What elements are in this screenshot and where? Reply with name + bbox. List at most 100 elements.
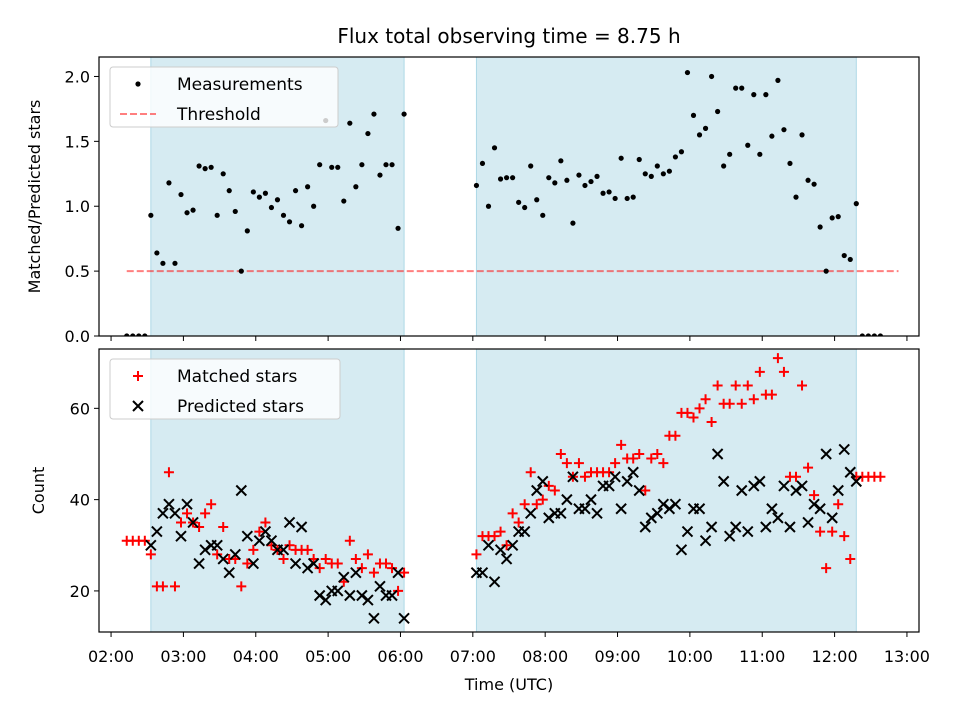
predicted-star-point bbox=[615, 503, 627, 515]
predicted-star-point bbox=[681, 525, 694, 538]
measurement-point bbox=[636, 156, 642, 163]
matched-star-point bbox=[242, 558, 253, 569]
predicted-star-point bbox=[651, 507, 664, 520]
matched-star-point bbox=[206, 499, 217, 510]
measurement-point bbox=[576, 172, 582, 178]
y-tick-label: 1.0 bbox=[65, 197, 90, 216]
measurement-point bbox=[383, 162, 389, 168]
matched-star-point bbox=[821, 563, 832, 574]
matched-star-point bbox=[248, 544, 259, 555]
axes-frame bbox=[98, 348, 920, 633]
matched-star-point bbox=[791, 471, 801, 482]
predicted-star-point bbox=[157, 507, 169, 520]
measurement-point bbox=[618, 155, 624, 161]
measurement-point bbox=[859, 333, 865, 336]
predicted-star-point bbox=[675, 544, 688, 556]
measurement-point bbox=[805, 177, 811, 183]
measurement-point bbox=[715, 108, 721, 115]
predicted-star-point bbox=[772, 512, 784, 524]
predicted-star-point bbox=[699, 535, 712, 547]
predicted-star-point bbox=[693, 503, 706, 515]
matched-star-point bbox=[766, 389, 777, 400]
legend-label: Matched stars bbox=[177, 367, 297, 387]
x-tick-label: 11:00 bbox=[739, 647, 785, 666]
matched-star-point bbox=[730, 380, 741, 391]
measurement-point bbox=[871, 333, 877, 336]
measurement-point bbox=[220, 171, 226, 177]
matched-star-point bbox=[495, 526, 506, 537]
matched-star-point bbox=[176, 517, 186, 528]
measurement-point bbox=[847, 256, 853, 263]
predicted-star-point bbox=[145, 539, 157, 551]
predicted-star-point bbox=[223, 566, 235, 579]
predicted-star-point bbox=[627, 466, 639, 478]
measurement-point bbox=[739, 85, 745, 91]
measurement-point bbox=[298, 223, 305, 229]
observing-window-1 bbox=[475, 348, 857, 633]
matched-star-point bbox=[809, 490, 820, 501]
measurement-point bbox=[160, 260, 166, 266]
measurement-point bbox=[594, 173, 600, 179]
matched-star-point bbox=[218, 522, 229, 533]
y-tick-label: 0.5 bbox=[65, 262, 90, 281]
matched-star-point bbox=[658, 458, 669, 469]
measurement-point bbox=[136, 333, 142, 336]
matched-star-point bbox=[875, 471, 886, 482]
matched-star-point bbox=[736, 398, 747, 409]
legend-marker-matched bbox=[133, 371, 143, 381]
measurement-point bbox=[829, 215, 835, 221]
matched-star-point bbox=[652, 448, 663, 459]
predicted-star-point bbox=[217, 553, 229, 565]
predicted-star-point bbox=[241, 530, 254, 542]
y-tick-label: 2.0 bbox=[65, 67, 90, 86]
measurement-point bbox=[630, 194, 636, 200]
matched-star-point bbox=[537, 494, 548, 505]
predicted-star-point bbox=[301, 562, 314, 574]
predicted-star-point bbox=[265, 535, 278, 547]
measurement-point bbox=[853, 201, 859, 207]
predicted-star-point bbox=[639, 521, 651, 533]
predicted-star-point bbox=[199, 544, 211, 556]
legend-label: Predicted stars bbox=[177, 397, 304, 417]
predicted-star-point bbox=[748, 480, 760, 492]
matched-star-point bbox=[350, 553, 361, 564]
matched-star-point bbox=[507, 508, 518, 519]
x-tick-label: 02:00 bbox=[88, 647, 134, 666]
measurement-point bbox=[522, 204, 528, 211]
measurement-point bbox=[190, 207, 196, 213]
measurement-point bbox=[612, 195, 618, 202]
matched-star-point bbox=[839, 531, 850, 542]
predicted-star-point bbox=[543, 512, 555, 524]
measurement-point bbox=[178, 191, 184, 198]
matched-star-point bbox=[399, 567, 410, 578]
measurement-point bbox=[727, 151, 733, 157]
matched-star-point bbox=[212, 549, 223, 560]
measurement-point bbox=[347, 120, 353, 126]
matched-star-point bbox=[471, 549, 482, 560]
legend-label: Threshold bbox=[176, 105, 261, 125]
measurement-point bbox=[142, 333, 148, 336]
predicted-star-point bbox=[482, 539, 495, 551]
matched-star-point bbox=[754, 366, 765, 377]
matched-star-point bbox=[778, 366, 789, 377]
measurement-point bbox=[769, 133, 775, 139]
measurement-point bbox=[793, 194, 799, 200]
predicted-star-point bbox=[350, 566, 362, 579]
predicted-star-point bbox=[603, 480, 615, 492]
legend-box bbox=[109, 66, 339, 128]
measurement-point bbox=[250, 189, 256, 195]
predicted-star-point bbox=[663, 503, 676, 515]
predicted-star-point bbox=[561, 493, 573, 506]
predicted-star-point bbox=[736, 484, 748, 497]
predicted-star-point bbox=[555, 507, 567, 520]
predicted-star-point bbox=[711, 448, 724, 460]
measurement-point bbox=[648, 173, 654, 179]
predicted-star-point bbox=[760, 521, 772, 533]
axes-frame bbox=[98, 56, 920, 337]
predicted-star-point bbox=[621, 475, 633, 488]
matched-star-point bbox=[525, 467, 536, 478]
measurement-point bbox=[274, 197, 281, 203]
x-tick-label: 10:00 bbox=[667, 647, 713, 666]
measurement-point bbox=[751, 92, 757, 98]
measurement-point bbox=[582, 182, 588, 189]
